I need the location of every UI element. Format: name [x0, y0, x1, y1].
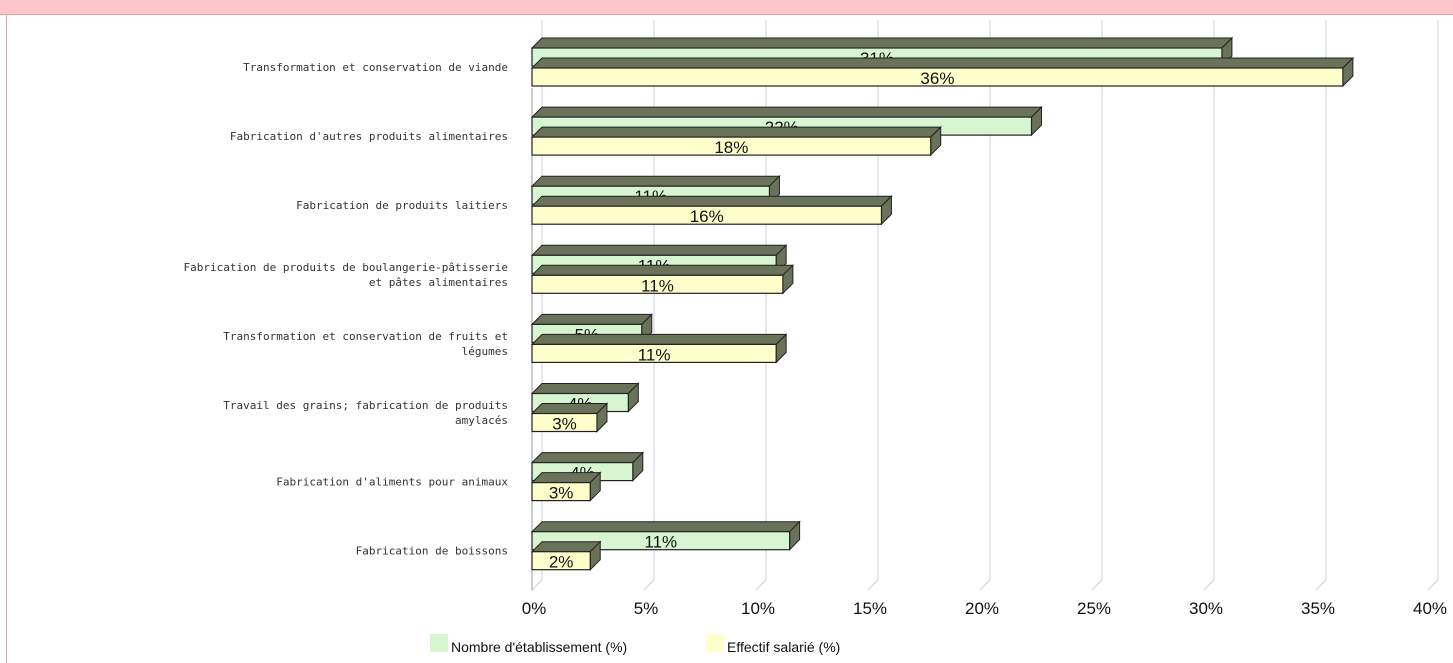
bar-effectif: [531, 551, 591, 571]
x-tick-label: 10%: [741, 599, 775, 618]
bar-top-face: [530, 37, 1234, 49]
gridline-base: [643, 579, 655, 591]
category-label: Fabrication de produits laitiers: [296, 199, 508, 212]
bar-effectif: [531, 482, 591, 502]
x-tick-label: 15%: [853, 599, 887, 618]
bar-top-face: [530, 521, 801, 533]
frame-border: [6, 14, 7, 663]
title-band: [0, 0, 1453, 15]
x-tick-label: 25%: [1077, 599, 1111, 618]
bar-top-face: [530, 541, 602, 553]
gridline-base: [1427, 579, 1439, 591]
category-label: légumes: [462, 345, 508, 358]
bars: 31%36%22%18%11%16%11%11%5%11%4%3%4%3%11%…: [530, 36, 1355, 572]
category-label: Travail des grains; fabrication de produ…: [223, 399, 508, 412]
bar-effectif: [531, 67, 1344, 87]
bar-top-face: [530, 452, 645, 464]
bar-effectif: [531, 343, 777, 363]
gridline-base: [755, 579, 767, 591]
data-label: 18%: [714, 138, 748, 157]
bar-top-face: [530, 383, 640, 394]
bar-effectif: [531, 205, 883, 225]
bar-top-face: [530, 472, 602, 484]
data-label: 11%: [644, 533, 677, 552]
bar-top-face: [530, 403, 609, 414]
bar-top-face: [530, 244, 788, 256]
bar-top-face: [530, 57, 1355, 69]
bar-top-face: [530, 313, 653, 325]
category-label: Fabrication de boissons: [356, 545, 508, 558]
category-label: et pâtes alimentaires: [369, 276, 508, 289]
legend-label: Nombre d'établissement (%): [451, 639, 627, 655]
x-tick-label: 5%: [634, 599, 659, 618]
x-tick-label: 0%: [522, 599, 547, 618]
bar-top-face: [530, 175, 781, 187]
gridline-base: [1091, 579, 1103, 591]
bar-top-face: [530, 126, 942, 138]
data-label: 16%: [690, 207, 724, 226]
gridline-base: [531, 579, 543, 591]
legend-label: Effectif salarié (%): [727, 639, 840, 655]
data-label: 11%: [641, 276, 674, 295]
data-label: 11%: [638, 345, 671, 364]
legend: Nombre d'établissement (%) Effectif salar…: [430, 634, 840, 655]
category-label: Fabrication d'aliments pour animaux: [276, 476, 508, 489]
bar-top-face: [530, 264, 795, 276]
x-tick-label: 35%: [1301, 599, 1335, 618]
gridline-base: [867, 579, 879, 591]
gridlines: [531, 20, 1439, 591]
category-labels: Transformation et conservation de viande…: [183, 61, 508, 558]
bar-effectif: [531, 136, 932, 156]
category-label: Transformation et conservation de viande: [243, 61, 508, 74]
gridline-base: [1315, 579, 1327, 591]
data-label: 36%: [920, 69, 954, 88]
gridline-base: [1203, 579, 1215, 591]
category-label: Transformation et conservation de fruits…: [223, 330, 508, 343]
x-axis-ticks: 0% 5% 10% 15% 20% 25% 30% 35% 40%: [522, 599, 1447, 618]
category-label: Fabrication de produits de boulangerie-p…: [183, 261, 508, 274]
category-label: amylacés: [455, 414, 508, 427]
legend-swatch: [430, 634, 448, 652]
bar-top-face: [530, 333, 788, 345]
category-label: Fabrication d'autres produits alimentair…: [230, 130, 508, 143]
legend-swatch: [706, 634, 724, 652]
data-label: 3%: [549, 484, 574, 503]
bar-top-face: [530, 106, 1043, 118]
x-tick-label: 20%: [965, 599, 999, 618]
bar-top-face: [530, 195, 893, 207]
x-tick-label: 30%: [1189, 599, 1223, 618]
data-label: 3%: [552, 415, 577, 434]
bar-effectif: [531, 412, 598, 433]
bar-effectif: [531, 274, 784, 294]
data-label: 2%: [549, 553, 574, 572]
x-tick-label: 40%: [1413, 599, 1447, 618]
gridline-base: [979, 579, 991, 591]
